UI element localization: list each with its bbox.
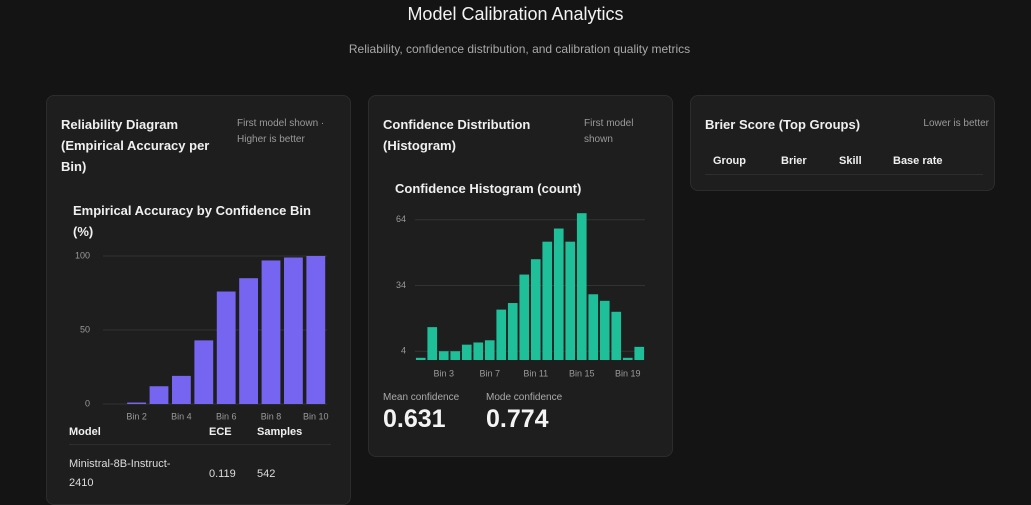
bar [306, 256, 326, 404]
stat: Mode confidence 0.774 [486, 392, 562, 434]
column-header: Base rate [893, 154, 943, 167]
x-tick-label: Bin 7 [479, 368, 500, 378]
y-tick-label: 100 [75, 250, 90, 260]
bar [194, 340, 214, 404]
stat-value: 0.774 [486, 405, 549, 433]
card-note: First model shown · Higher is better [237, 118, 325, 145]
table: Group Brier Skill Base rate [705, 148, 983, 175]
stat-label: Mean confidence [383, 392, 460, 403]
bar [461, 344, 472, 360]
y-tick-label: 4 [401, 346, 406, 356]
column-header: ECE [209, 425, 232, 438]
x-tick-label: Bin 3 [433, 368, 454, 378]
card-note: Lower is better [923, 118, 989, 129]
x-tick-label: Bin 6 [216, 411, 237, 421]
bar [473, 342, 484, 360]
column-header: Samples [257, 425, 303, 438]
y-tick-label: 64 [396, 214, 406, 224]
cell: 0.119 [209, 468, 236, 481]
bar [427, 327, 438, 360]
x-tick-label: Bin 19 [615, 368, 641, 378]
y-tick-label: 50 [80, 324, 90, 334]
x-tick-label: Bin 8 [261, 411, 282, 421]
bar [507, 303, 518, 360]
y-tick-label: 0 [85, 398, 90, 408]
stat: Mean confidence 0.631 [383, 392, 459, 434]
bar [239, 278, 259, 404]
column-header: Group [713, 154, 746, 167]
bar [588, 294, 599, 360]
card-note: First model shown [584, 118, 634, 145]
bar [415, 357, 426, 360]
bar [519, 274, 530, 360]
x-tick-label: Bin 10 [303, 411, 329, 421]
bar [127, 402, 147, 404]
card-title: Reliability Diagram (Empirical Accuracy … [61, 117, 210, 174]
page: Model Calibration Analytics Reliability,… [46, 4, 995, 505]
bar [553, 228, 564, 360]
chart-title: Empirical Accuracy by Confidence Bin (%) [73, 203, 311, 239]
card-title: Confidence Distribution (Histogram) [383, 117, 531, 153]
charts: 0 50 100 Bin 2 Bin 4 Bin 6 Bin 8 Bin 10 4 34 64 Bin… [75, 213, 645, 421]
bar [634, 346, 645, 360]
bar [149, 386, 169, 404]
x-tick-label: Bin 4 [171, 411, 192, 421]
bar [171, 375, 191, 404]
card: Brier Score (Top Groups) Lower is better… [690, 95, 995, 191]
page-subtitle: Reliability, confidence distribution, an… [348, 42, 691, 56]
y-tick-label: 34 [396, 280, 406, 290]
bar [542, 241, 553, 360]
column-header: Brier [781, 154, 807, 167]
bar [484, 340, 495, 360]
bar [599, 300, 610, 360]
stat-label: Mode confidence [486, 392, 563, 403]
bar [283, 257, 303, 404]
cell: 542 [257, 468, 276, 481]
column-header: Model [69, 425, 101, 438]
bar [611, 311, 622, 360]
bar [496, 309, 507, 360]
bar [576, 213, 587, 360]
x-tick-label: Bin 15 [569, 368, 595, 378]
card-title: Brier Score (Top Groups) [705, 117, 861, 132]
bar [565, 241, 576, 360]
bar [450, 351, 461, 360]
chart-title: Confidence Histogram (count) [395, 181, 582, 196]
cell: Ministral-8B-Instruct-2410 [69, 458, 171, 490]
bar [261, 260, 281, 404]
card: Reliability Diagram (Empirical Accuracy … [46, 95, 351, 505]
x-tick-label: Bin 2 [126, 411, 147, 421]
bar [622, 357, 633, 360]
stat-value: 0.631 [383, 405, 446, 433]
bar [530, 259, 541, 360]
x-tick-label: Bin 11 [523, 368, 548, 378]
bar [216, 291, 236, 404]
column-header: Skill [839, 154, 862, 167]
table: Model ECE Samples Ministral-8B-Instruct-… [69, 420, 331, 504]
page-title: Model Calibration Analytics [407, 4, 624, 24]
bar [438, 351, 449, 360]
